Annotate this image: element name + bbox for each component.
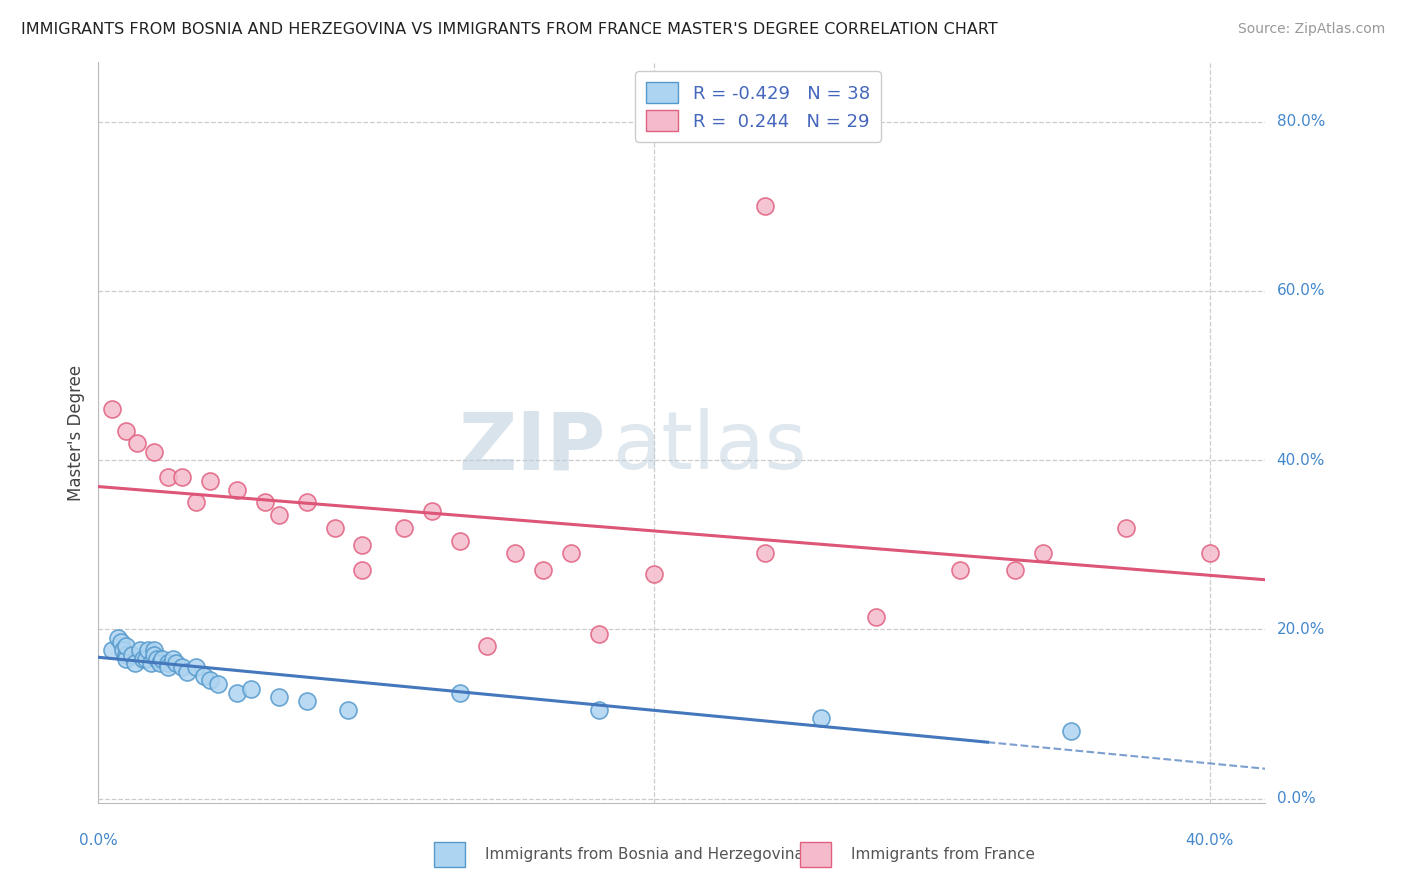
- Point: [226, 686, 249, 700]
- Point: [110, 635, 132, 649]
- Point: [138, 643, 160, 657]
- Point: [165, 656, 187, 670]
- Point: [141, 656, 163, 670]
- Point: [101, 643, 124, 657]
- Point: [588, 703, 610, 717]
- Point: [810, 711, 832, 725]
- Point: [115, 652, 138, 666]
- Y-axis label: Master's Degree: Master's Degree: [66, 365, 84, 500]
- Point: [143, 444, 166, 458]
- Point: [156, 470, 179, 484]
- Point: [143, 648, 166, 662]
- Point: [449, 533, 471, 548]
- Point: [295, 495, 318, 509]
- Point: [267, 690, 290, 704]
- Text: 20.0%: 20.0%: [1277, 622, 1324, 637]
- Point: [150, 652, 173, 666]
- Point: [295, 694, 318, 708]
- Point: [420, 504, 443, 518]
- Point: [101, 402, 124, 417]
- Text: 40.0%: 40.0%: [1185, 833, 1234, 848]
- Point: [156, 656, 179, 670]
- Text: Source: ZipAtlas.com: Source: ZipAtlas.com: [1237, 22, 1385, 37]
- Point: [503, 546, 526, 560]
- Point: [323, 521, 346, 535]
- Point: [121, 648, 143, 662]
- Point: [115, 648, 138, 662]
- Point: [226, 483, 249, 497]
- Point: [148, 656, 170, 670]
- Point: [1115, 521, 1137, 535]
- Point: [115, 424, 138, 438]
- Text: atlas: atlas: [612, 409, 806, 486]
- Point: [129, 643, 152, 657]
- Point: [132, 652, 155, 666]
- Point: [156, 660, 179, 674]
- Point: [267, 508, 290, 522]
- Point: [254, 495, 277, 509]
- Point: [198, 673, 221, 687]
- Point: [115, 640, 138, 654]
- Point: [127, 436, 149, 450]
- Point: [337, 703, 360, 717]
- Text: Immigrants from France: Immigrants from France: [851, 847, 1035, 862]
- Point: [1004, 563, 1026, 577]
- Point: [124, 656, 146, 670]
- Point: [1032, 546, 1054, 560]
- Point: [170, 470, 193, 484]
- Point: [1198, 546, 1220, 560]
- Point: [560, 546, 582, 560]
- Text: 0.0%: 0.0%: [1277, 791, 1315, 806]
- Point: [352, 538, 374, 552]
- Point: [176, 665, 198, 679]
- Text: IMMIGRANTS FROM BOSNIA AND HERZEGOVINA VS IMMIGRANTS FROM FRANCE MASTER'S DEGREE: IMMIGRANTS FROM BOSNIA AND HERZEGOVINA V…: [21, 22, 998, 37]
- Point: [207, 677, 229, 691]
- Point: [449, 686, 471, 700]
- Point: [1060, 723, 1083, 738]
- Point: [477, 640, 499, 654]
- Point: [754, 199, 776, 213]
- Point: [135, 652, 157, 666]
- Legend: R = -0.429   N = 38, R =  0.244   N = 29: R = -0.429 N = 38, R = 0.244 N = 29: [636, 71, 880, 142]
- Point: [184, 660, 207, 674]
- Point: [170, 660, 193, 674]
- Text: ZIP: ZIP: [458, 409, 606, 486]
- Point: [146, 652, 169, 666]
- Point: [112, 643, 135, 657]
- Text: 60.0%: 60.0%: [1277, 284, 1324, 299]
- Point: [162, 652, 184, 666]
- Point: [588, 626, 610, 640]
- Point: [198, 475, 221, 489]
- Point: [240, 681, 263, 696]
- Point: [865, 609, 887, 624]
- Point: [643, 567, 665, 582]
- Text: 80.0%: 80.0%: [1277, 114, 1324, 129]
- Point: [193, 669, 215, 683]
- Point: [184, 495, 207, 509]
- Point: [352, 563, 374, 577]
- Text: 40.0%: 40.0%: [1277, 452, 1324, 467]
- Text: 0.0%: 0.0%: [79, 833, 118, 848]
- Point: [949, 563, 972, 577]
- Point: [392, 521, 415, 535]
- Point: [754, 546, 776, 560]
- Text: Immigrants from Bosnia and Herzegovina: Immigrants from Bosnia and Herzegovina: [485, 847, 804, 862]
- Point: [531, 563, 554, 577]
- Point: [143, 643, 166, 657]
- Point: [107, 631, 129, 645]
